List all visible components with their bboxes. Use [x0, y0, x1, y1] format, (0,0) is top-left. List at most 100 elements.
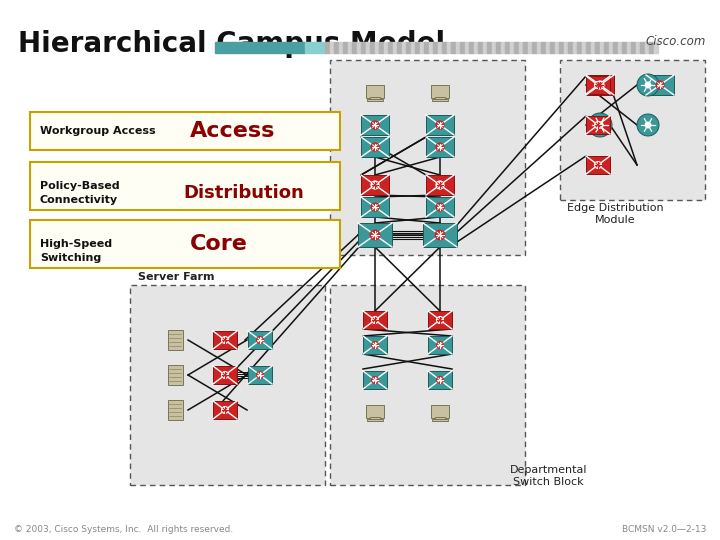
Circle shape — [222, 407, 228, 413]
Circle shape — [645, 122, 651, 128]
Bar — [636, 42, 640, 53]
Bar — [432, 99, 448, 101]
Circle shape — [436, 342, 444, 348]
Bar — [213, 401, 237, 419]
Bar — [654, 42, 658, 53]
Circle shape — [370, 230, 379, 240]
Circle shape — [435, 230, 445, 240]
Circle shape — [372, 316, 379, 323]
Circle shape — [436, 376, 444, 383]
Bar — [428, 311, 452, 329]
Bar — [618, 42, 622, 53]
Text: Cisco.com: Cisco.com — [646, 35, 706, 48]
Text: © 2003, Cisco Systems, Inc.  All rights reserved.: © 2003, Cisco Systems, Inc. All rights r… — [14, 525, 233, 534]
Circle shape — [371, 181, 379, 189]
Bar — [568, 42, 572, 53]
Bar — [338, 42, 343, 53]
Bar — [361, 115, 389, 135]
Bar — [505, 42, 510, 53]
Text: Policy-Based: Policy-Based — [40, 181, 120, 191]
Bar — [438, 42, 442, 53]
Circle shape — [222, 372, 228, 379]
Bar — [460, 42, 464, 53]
Bar — [554, 42, 559, 53]
Bar — [367, 419, 383, 421]
Bar — [213, 331, 237, 349]
Bar — [518, 42, 523, 53]
Bar — [30, 112, 340, 150]
Bar — [168, 330, 182, 350]
Circle shape — [436, 316, 444, 323]
Circle shape — [436, 143, 444, 151]
Bar — [528, 42, 532, 53]
Bar — [442, 42, 446, 53]
Bar — [361, 175, 389, 195]
Bar — [559, 42, 564, 53]
Circle shape — [222, 336, 228, 343]
Bar — [415, 42, 420, 53]
Bar — [532, 42, 536, 53]
Circle shape — [371, 203, 379, 211]
Bar — [426, 175, 454, 195]
Bar — [248, 366, 272, 384]
Bar — [646, 75, 674, 95]
Bar — [582, 42, 586, 53]
Bar — [330, 60, 525, 255]
Bar — [631, 42, 636, 53]
Circle shape — [637, 74, 659, 96]
Bar — [478, 42, 482, 53]
Bar — [30, 220, 340, 268]
Bar — [510, 42, 514, 53]
Bar — [456, 42, 460, 53]
Bar — [433, 42, 438, 53]
Bar — [30, 162, 340, 210]
Circle shape — [372, 342, 379, 348]
Bar — [586, 42, 590, 53]
Bar — [586, 156, 610, 174]
Bar — [330, 285, 525, 485]
Bar — [402, 42, 406, 53]
Circle shape — [595, 161, 601, 168]
Bar — [334, 42, 338, 53]
Bar — [514, 42, 518, 53]
Bar — [361, 42, 366, 53]
Text: Distribution: Distribution — [183, 184, 304, 202]
Bar — [523, 42, 528, 53]
Bar — [451, 42, 456, 53]
Bar — [496, 42, 500, 53]
Circle shape — [436, 203, 444, 211]
Bar — [560, 60, 705, 200]
Bar — [586, 75, 614, 95]
Text: BCMSN v2.0—2-13: BCMSN v2.0—2-13 — [621, 525, 706, 534]
Bar — [613, 42, 618, 53]
Circle shape — [371, 121, 379, 129]
Bar — [608, 42, 613, 53]
Polygon shape — [305, 42, 325, 53]
Bar — [572, 42, 577, 53]
Bar — [363, 336, 387, 354]
Bar — [426, 137, 454, 157]
Circle shape — [597, 122, 603, 128]
Bar — [343, 42, 348, 53]
Bar — [379, 42, 384, 53]
Bar — [431, 405, 449, 418]
Text: Workgroup Access: Workgroup Access — [40, 126, 156, 136]
Bar — [500, 42, 505, 53]
Bar — [564, 42, 568, 53]
Bar — [420, 42, 424, 53]
Bar — [590, 42, 595, 53]
Bar — [215, 42, 305, 53]
Bar — [550, 42, 554, 53]
Circle shape — [656, 81, 664, 89]
Circle shape — [372, 376, 379, 383]
Bar — [492, 42, 496, 53]
Bar — [384, 42, 388, 53]
Bar — [428, 42, 433, 53]
Bar — [464, 42, 469, 53]
Circle shape — [596, 81, 604, 89]
Bar — [541, 42, 546, 53]
Bar — [426, 115, 454, 135]
Circle shape — [436, 121, 444, 129]
Bar — [604, 42, 608, 53]
Bar — [595, 42, 600, 53]
